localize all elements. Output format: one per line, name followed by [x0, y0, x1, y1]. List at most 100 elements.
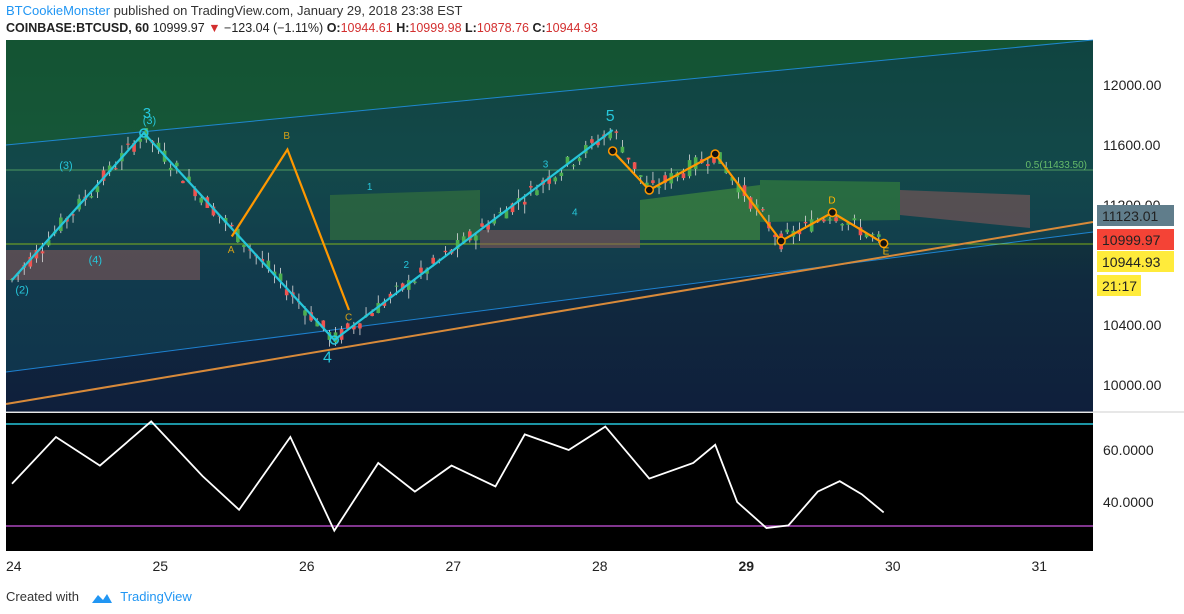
harmonic-path-1[interactable]: [611, 150, 885, 245]
candle-body: [571, 165, 576, 167]
tradingview-link[interactable]: TradingView: [120, 589, 192, 604]
wave-label: (4): [89, 255, 102, 267]
candle-body: [510, 203, 515, 213]
candle-body: [71, 214, 75, 216]
wave-pivot[interactable]: [329, 335, 340, 345]
candle-body: [303, 310, 307, 316]
tradingview-logo-icon: [91, 593, 112, 603]
wave-label: 2: [404, 260, 410, 271]
wave-label: 3: [543, 160, 549, 171]
rsi-line[interactable]: [11, 420, 885, 533]
wave-label: (3): [143, 115, 156, 127]
candle-body: [846, 221, 851, 225]
candle-body: [370, 313, 374, 317]
footer: Created with TradingView: [6, 589, 192, 604]
candle-body: [632, 162, 637, 169]
candle-body: [193, 188, 197, 197]
time-tick: 26: [299, 558, 315, 574]
candle-body: [486, 224, 490, 230]
high-value: 10999.98: [409, 21, 462, 35]
candle-body: [596, 141, 600, 146]
rsi-tick-40: 40.0000: [1103, 494, 1154, 510]
candle-body: [803, 221, 808, 224]
candle-body: [559, 172, 564, 176]
candle-body: [565, 156, 570, 164]
candle-body: [761, 209, 765, 211]
candle-body: [419, 267, 423, 273]
candle-body: [89, 196, 94, 198]
channel-bottom-line[interactable]: [5, 231, 1094, 373]
wave-label: B: [283, 131, 290, 142]
cloud-segment: [6, 250, 200, 280]
harmonic-path-2[interactable]: [230, 147, 350, 311]
candle-body: [748, 197, 753, 209]
candle-body: [443, 250, 448, 253]
cloud-segment: [900, 190, 1030, 228]
wave-pivot[interactable]: [139, 128, 149, 138]
candle-body: [431, 257, 435, 264]
candle-body: [870, 234, 875, 236]
author-link[interactable]: BTCookieMonster: [6, 3, 111, 18]
time-tick: 29: [739, 558, 755, 574]
cloud-segment: [640, 185, 760, 240]
created-with-text: Created with: [6, 589, 79, 604]
candle-body: [651, 180, 655, 184]
candle-body: [773, 234, 777, 238]
candle-body: [681, 173, 686, 179]
candle-body: [638, 175, 643, 177]
candle-body: [101, 170, 106, 181]
candle-body: [333, 332, 338, 343]
wave-label: 3: [143, 105, 151, 122]
channel-top-line[interactable]: [5, 39, 1094, 146]
rsi-axis[interactable]: [1093, 413, 1184, 551]
elliott-wave-path[interactable]: [11, 129, 614, 342]
candle-body: [809, 219, 814, 232]
harmonic-pivot[interactable]: [644, 185, 655, 195]
candle-body: [358, 323, 362, 329]
candle-body: [645, 182, 649, 188]
time-axis[interactable]: [6, 551, 1093, 577]
wave-label: 4: [572, 208, 578, 219]
harmonic-pivot[interactable]: [607, 146, 618, 156]
close-label: C:: [532, 21, 546, 35]
harmonic-pivot[interactable]: [776, 236, 786, 246]
harmonic-pivot[interactable]: [878, 238, 889, 249]
down-arrow-icon: ▼: [208, 21, 221, 35]
price-tick: 10000.00: [1103, 377, 1162, 393]
candle-body: [553, 177, 558, 182]
time-tick: 27: [446, 558, 462, 574]
candle-body: [352, 325, 356, 330]
candle-body: [315, 320, 320, 327]
cloud-segment: [330, 190, 480, 240]
chart-author-line: BTCookieMonster published on TradingView…: [6, 3, 463, 18]
candle-body: [718, 152, 722, 164]
candle-body: [28, 256, 33, 267]
candle-body: [504, 210, 509, 219]
last-price: 10999.97: [152, 21, 205, 35]
rsi-pane[interactable]: [6, 413, 1093, 551]
candle-body: [663, 175, 667, 183]
candle-body: [852, 218, 857, 221]
candle-body: [95, 186, 100, 193]
close-value: 10944.93: [545, 21, 598, 35]
candle-body: [498, 212, 503, 214]
high-label: H:: [396, 21, 410, 35]
candle-body: [529, 185, 533, 188]
price-tick: 10400.00: [1103, 317, 1162, 333]
support-trendline[interactable]: [5, 221, 1094, 405]
harmonic-pivot[interactable]: [710, 149, 720, 159]
candle-body: [492, 218, 497, 224]
candle-body: [187, 176, 191, 182]
candle-body: [706, 164, 710, 167]
harmonic-pivot[interactable]: [827, 207, 838, 218]
wave-label: (2): [15, 285, 28, 297]
cloud-segment: [760, 180, 900, 222]
symbol-label[interactable]: COINBASE:BTCUSD, 60: [6, 21, 150, 35]
candle-body: [626, 157, 631, 160]
candle-body: [242, 245, 246, 247]
price-badges: 11123.01 10999.97 10944.93 21:17: [1097, 205, 1174, 296]
candle-body: [785, 229, 790, 233]
time-tick: 25: [153, 558, 169, 574]
